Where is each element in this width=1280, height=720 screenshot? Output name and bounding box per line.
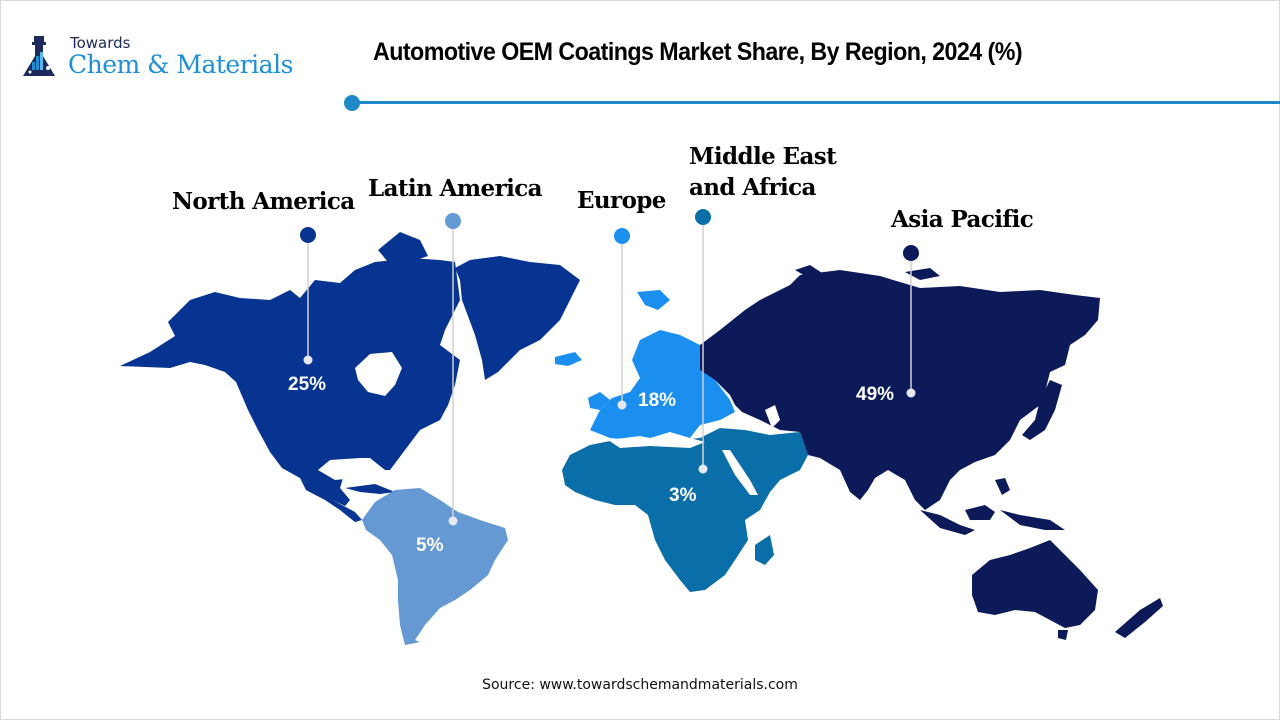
pin-europe bbox=[614, 228, 630, 410]
value-europe: 18% bbox=[638, 390, 677, 411]
chart-title: Automotive OEM Coatings Market Share, By… bbox=[373, 38, 1023, 66]
logo-brand-text: Chem & Materials bbox=[68, 50, 293, 79]
brand-logo: Towards Chem & Materials bbox=[22, 34, 342, 86]
gulf-of-mexico bbox=[318, 458, 372, 480]
label-latin-america: Latin America bbox=[368, 175, 543, 202]
region-asia-pacific[interactable] bbox=[700, 265, 1163, 640]
value-asia-pacific: 49% bbox=[856, 384, 895, 405]
red-sea bbox=[722, 450, 758, 495]
pin-asia-pacific bbox=[903, 245, 919, 398]
source-note: Source: www.towardschemandmaterials.com bbox=[482, 677, 798, 693]
region-latin-america[interactable] bbox=[362, 488, 508, 645]
flask-icon bbox=[23, 36, 55, 76]
title-underline-dot bbox=[344, 95, 360, 111]
value-north-america: 25% bbox=[288, 374, 327, 395]
label-asia-pacific: Asia Pacific bbox=[891, 206, 1034, 233]
pin-latin-america bbox=[445, 213, 461, 526]
mediterranean-sea bbox=[608, 436, 705, 448]
region-north-america[interactable] bbox=[120, 232, 580, 522]
label-middle-east-africa: Middle East and Africa bbox=[689, 141, 837, 203]
pin-north-america bbox=[300, 227, 316, 365]
region-europe[interactable] bbox=[555, 290, 735, 440]
label-middle-east-line1: Middle East bbox=[689, 143, 837, 170]
value-middle-east-africa: 3% bbox=[669, 485, 697, 506]
region-middle-east-africa[interactable] bbox=[562, 428, 808, 592]
label-middle-east-line2: and Africa bbox=[689, 174, 816, 201]
pin-middle-east-africa bbox=[695, 209, 711, 474]
logo-towards-text: Towards bbox=[70, 34, 131, 52]
title-underline bbox=[352, 101, 1280, 104]
hudson-bay bbox=[355, 352, 402, 396]
value-latin-america: 5% bbox=[416, 535, 444, 556]
label-europe: Europe bbox=[577, 187, 666, 214]
caspian-sea bbox=[765, 405, 780, 428]
label-north-america: North America bbox=[172, 188, 355, 215]
